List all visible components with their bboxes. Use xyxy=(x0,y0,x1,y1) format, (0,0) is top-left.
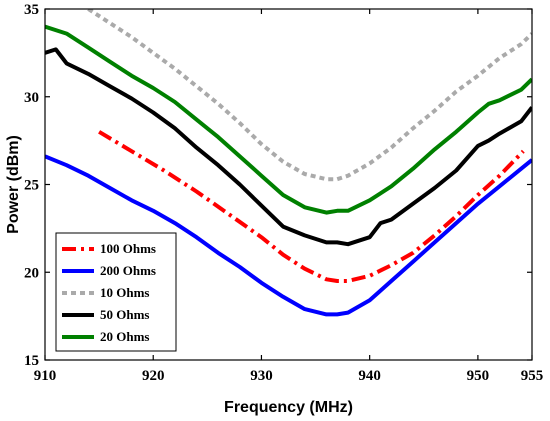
series-line-10-ohms xyxy=(87,9,532,182)
x-tick-label-910: 910 xyxy=(34,368,57,384)
legend-label-10-ohms: 10 Ohms xyxy=(100,285,149,300)
x-tick-label-955: 955 xyxy=(521,368,544,384)
y-tick-label-25: 25 xyxy=(24,178,39,194)
legend-label-20-ohms: 20 Ohms xyxy=(100,329,149,344)
x-tick-label-930: 930 xyxy=(250,368,273,384)
legend-label-200-ohms: 200 Ohms xyxy=(100,263,156,278)
legend-label-100-ohms: 100 Ohms xyxy=(100,241,156,256)
series-layer xyxy=(45,9,532,317)
legend-label-50-ohms: 50 Ohms xyxy=(100,307,149,322)
ticks-layer: 910 920 930 940 950 955 15 20 25 30 35 xyxy=(24,2,543,384)
x-axis-title: Frequency (MHz) xyxy=(224,399,353,416)
y-axis-title: Power (dBm) xyxy=(5,135,22,234)
series-line-200-ohms xyxy=(45,154,532,317)
x-tick-label-940: 940 xyxy=(358,368,381,384)
y-tick-label-20: 20 xyxy=(24,265,39,281)
series-line-100-ohms xyxy=(98,130,525,283)
x-tick-label-920: 920 xyxy=(142,368,165,384)
y-tick-label-30: 30 xyxy=(24,90,39,106)
series-line-50-ohms xyxy=(45,47,532,247)
legend: 100 Ohms 200 Ohms 10 Ohms 50 Ohms 20 Ohms xyxy=(55,232,177,352)
y-tick-label-35: 35 xyxy=(24,2,39,18)
x-tick-label-950: 950 xyxy=(467,368,490,384)
series-line-20-ohms xyxy=(45,24,532,215)
y-tick-label-15: 15 xyxy=(24,353,39,369)
